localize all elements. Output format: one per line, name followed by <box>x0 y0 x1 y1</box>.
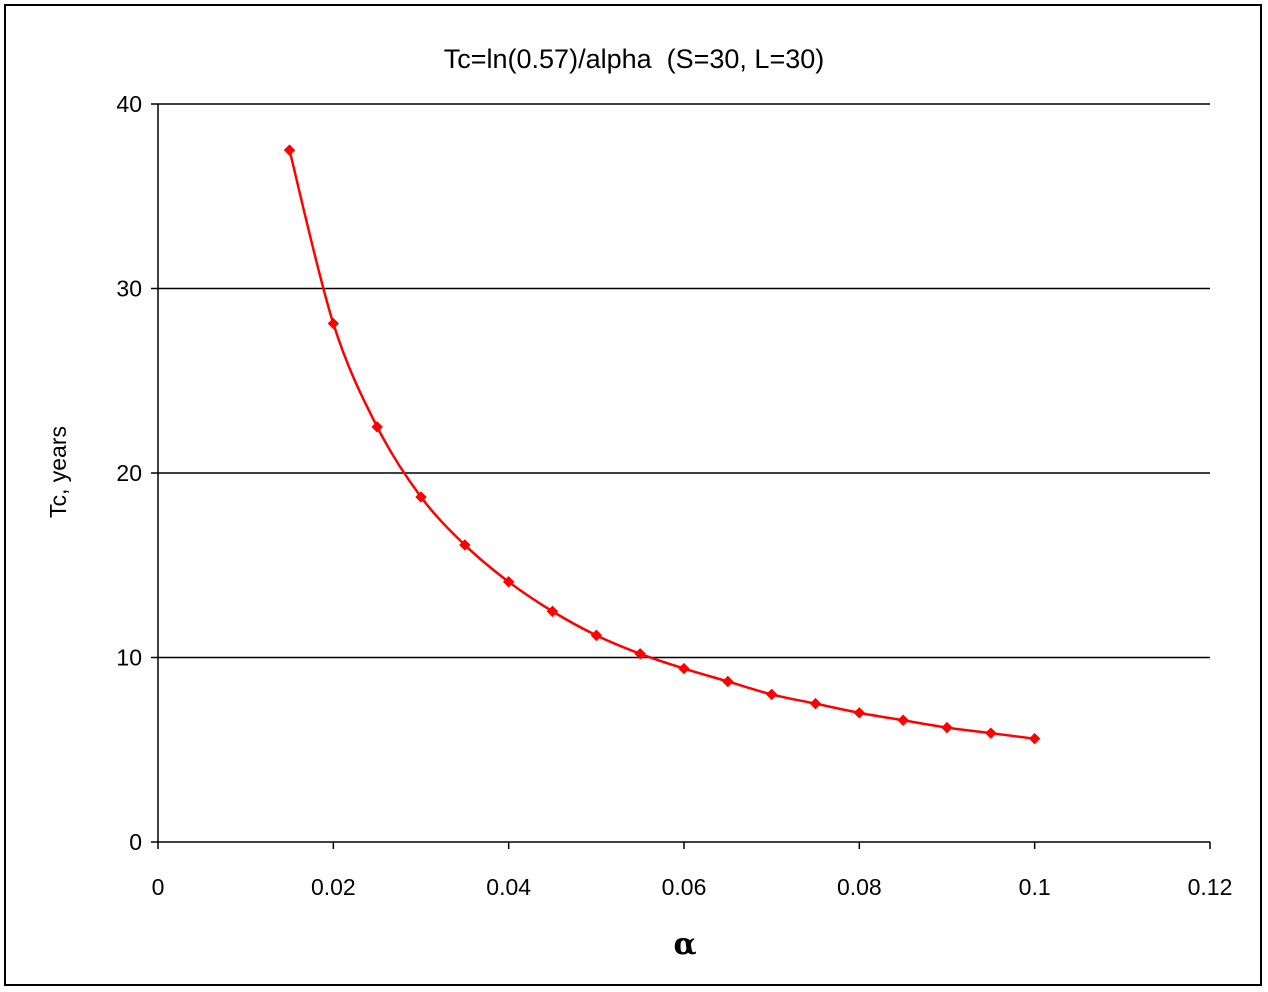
tick-labels: 0 10 20 30 40 0 0.02 0.04 0.06 0.08 0.1 0.12 <box>116 91 1232 900</box>
y-axis-label: Tc, years <box>45 426 71 518</box>
data-point-marker <box>853 707 866 719</box>
data-point-marker <box>897 714 909 726</box>
data-point-marker <box>327 317 340 330</box>
data-point-marker <box>283 144 296 156</box>
x-tick-label: 0 <box>152 874 165 900</box>
chart-title: Tc=ln(0.57)/alpha (S=30, L=30) <box>444 44 825 74</box>
data-point-marker <box>459 539 471 551</box>
data-point-marker <box>502 576 515 588</box>
y-tick-label: 10 <box>116 645 142 671</box>
data-point-marker <box>634 648 646 660</box>
x-axis-label: α <box>673 927 696 962</box>
x-tick-label: 0.12 <box>1188 874 1233 900</box>
axes <box>151 103 1211 849</box>
y-tick-label: 30 <box>116 276 142 302</box>
y-tick-label: 0 <box>129 829 142 855</box>
series-line <box>288 149 1035 740</box>
data-point-marker <box>765 688 778 701</box>
chart-frame <box>4 4 1262 986</box>
data-point-marker <box>809 697 822 710</box>
data-point-marker <box>590 629 603 642</box>
x-tick-label: 0.1 <box>1019 874 1051 900</box>
data-point-marker <box>415 491 427 503</box>
x-tick-label: 0.02 <box>311 874 356 900</box>
y-tick-label: 20 <box>116 460 142 486</box>
data-point-marker <box>985 727 997 739</box>
gridlines <box>158 103 1210 659</box>
data-point-marker <box>722 675 734 688</box>
series-layer <box>283 144 1041 745</box>
data-point-marker <box>546 605 559 618</box>
x-tick-label: 0.08 <box>837 874 882 900</box>
x-tick-label: 0.06 <box>662 874 707 900</box>
data-point-marker <box>371 421 383 433</box>
data-point-marker <box>941 721 953 734</box>
y-tick-label: 40 <box>116 91 142 117</box>
x-tick-label: 0.04 <box>486 874 531 900</box>
data-point-marker <box>678 662 690 675</box>
data-point-marker <box>1028 732 1041 745</box>
